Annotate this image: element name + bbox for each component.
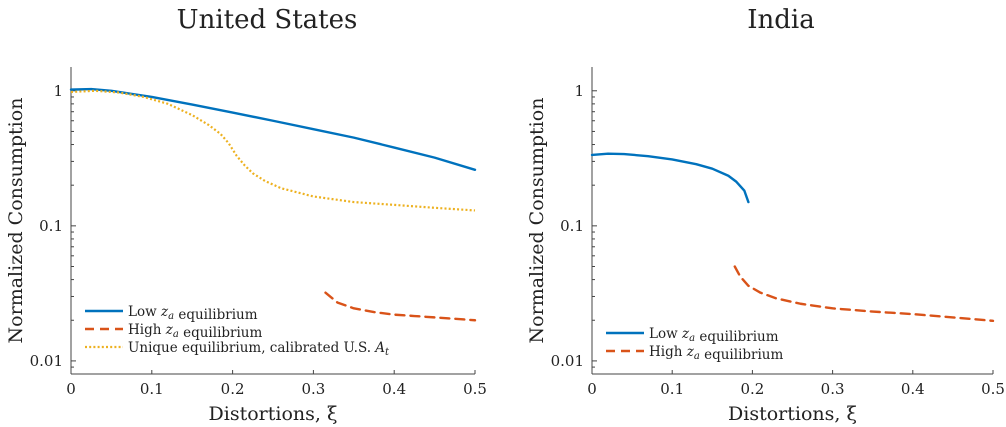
x-tick-label: 0.3 xyxy=(301,380,325,398)
x-tick-label: 0.3 xyxy=(821,380,845,398)
chart-title: India xyxy=(747,5,814,35)
y-axis-label: Normalized Consumption xyxy=(5,98,27,344)
x-tick-label: 0 xyxy=(66,380,76,398)
legend-label-0: Low za equilibrium xyxy=(128,304,258,323)
x-tick-label: 0 xyxy=(587,380,597,398)
y-tick-label: 0.1 xyxy=(560,217,584,235)
series-line-2 xyxy=(70,89,476,212)
x-tick-label: 0.2 xyxy=(221,380,245,398)
series-line-0 xyxy=(69,87,477,172)
x-tick-label: 0.2 xyxy=(740,380,764,398)
y-tick-label: 0.1 xyxy=(39,217,63,235)
legend-label-1: High za equilibrium xyxy=(649,344,783,363)
x-tick-label: 0.4 xyxy=(382,380,406,398)
x-axis-label: Distortions, ξ xyxy=(728,403,857,425)
panel-india: India Distortions, ξ Normalized Consumpt… xyxy=(526,5,1005,425)
y-tick-label: 1 xyxy=(574,82,584,100)
y-tick-label: 0.01 xyxy=(30,352,63,370)
x-tick-label: 0.1 xyxy=(140,380,164,398)
y-tick-label: 0.01 xyxy=(551,352,584,370)
y-axis-label: Normalized Consumption xyxy=(526,98,548,344)
y-tick-label: 1 xyxy=(53,82,63,100)
x-axis-label: Distortions, ξ xyxy=(209,403,338,425)
legend-label-2: Unique equilibrium, calibrated U.S. At xyxy=(128,340,390,358)
chart-title: United States xyxy=(177,5,358,35)
axes: 0 0.1 0.2 0.3 0.4 0.5 0.01 0.1 1 xyxy=(551,67,1005,398)
series-line-1 xyxy=(733,265,995,323)
x-tick-label: 0.1 xyxy=(660,380,684,398)
x-tick-label: 0.5 xyxy=(463,380,487,398)
x-tick-label: 0.4 xyxy=(901,380,925,398)
x-tick-label: 0.5 xyxy=(981,380,1005,398)
series-line-0 xyxy=(590,152,750,204)
series-line-1 xyxy=(324,291,477,322)
plot-area xyxy=(69,87,477,322)
legend-label-0: Low za equilibrium xyxy=(649,326,779,345)
panel-united-states: United States Distortions, ξ Normalized … xyxy=(5,5,487,425)
legend-label-1: High za equilibrium xyxy=(128,322,262,341)
plot-area xyxy=(590,152,995,323)
